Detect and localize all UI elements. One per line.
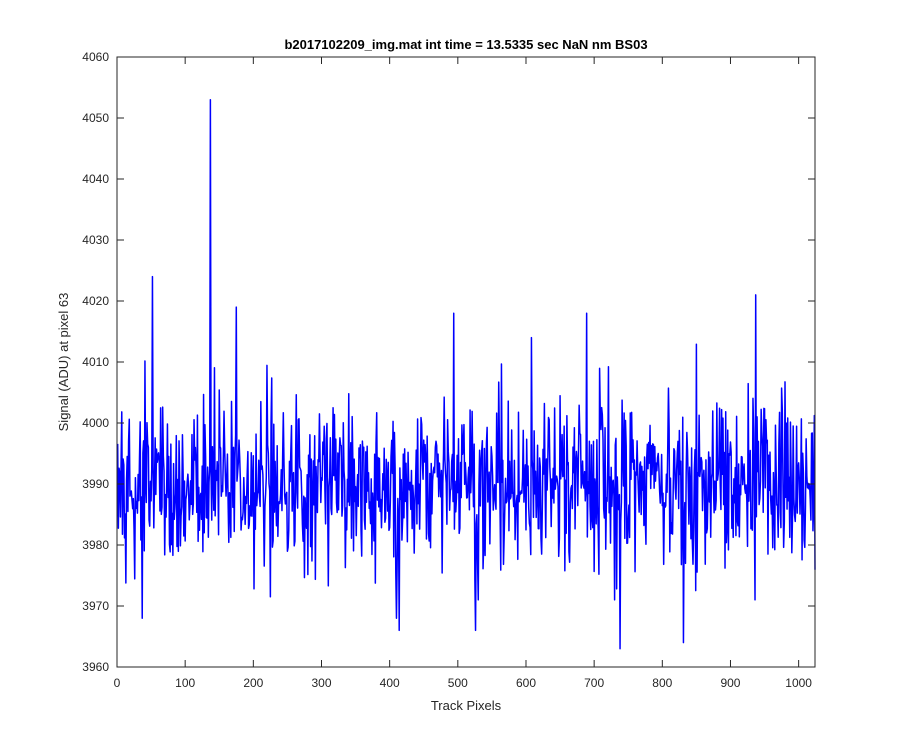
y-tick-label: 4020 [82,294,109,308]
y-axis: 3960 3970 3980 3990 4000 4010 4020 4030 4040 4050… [82,50,815,674]
y-tick-label: 3960 [82,660,109,674]
x-tick-label: 200 [243,676,263,690]
x-tick-label: 400 [380,676,400,690]
x-tick-label: 900 [720,676,740,690]
x-tick-label: 0 [114,676,121,690]
y-axis-label: Signal (ADU) at pixel 63 [56,293,71,432]
chart-title: b2017102209_img.mat int time = 13.5335 s… [284,37,647,52]
y-tick-label: 4010 [82,355,109,369]
x-tick-label: 600 [516,676,536,690]
plot-area [117,57,815,667]
y-tick-label: 4030 [82,233,109,247]
y-tick-label: 4050 [82,111,109,125]
x-tick-label: 500 [448,676,468,690]
y-tick-label: 3980 [82,538,109,552]
x-tick-label: 300 [311,676,331,690]
y-tick-label: 4040 [82,172,109,186]
x-tick-label: 700 [584,676,604,690]
x-tick-label: 800 [652,676,672,690]
x-axis-label: Track Pixels [431,698,502,713]
x-tick-label: 100 [175,676,195,690]
y-tick-label: 4000 [82,416,109,430]
series-group [116,98,816,650]
y-tick-label: 3990 [82,477,109,491]
x-tick-label: 1000 [785,676,812,690]
y-tick-label: 3970 [82,599,109,613]
series-line [116,98,816,650]
y-tick-label: 4060 [82,50,109,64]
x-axis: 0 100 200 300 400 500 600 700 800 900 1000 [114,57,812,690]
